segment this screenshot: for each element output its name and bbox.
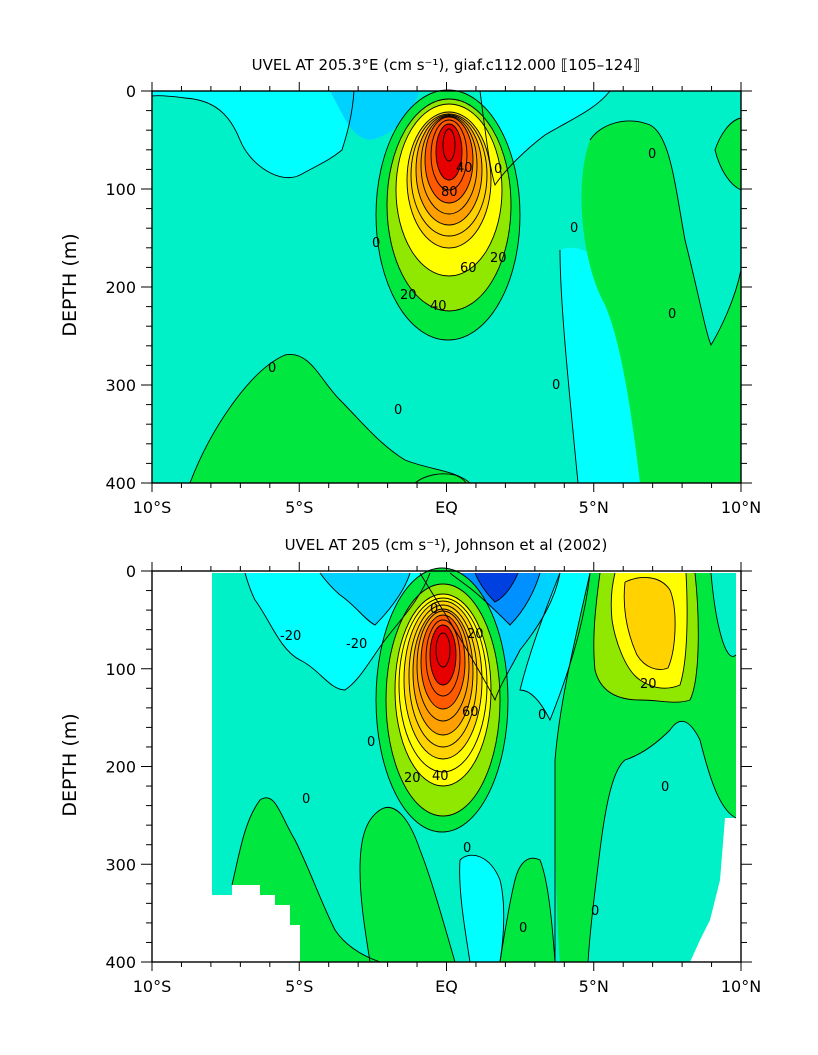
bottom-contour-label: 0 [463, 841, 471, 856]
top-panel-title: UVEL AT 205.3°E (cm s⁻¹), giaf.c112.000 … [252, 56, 641, 74]
x-tick-label: 5°S [285, 977, 313, 996]
top-contour-label: 0 [268, 361, 276, 376]
bottom-contour-label: 20 [640, 677, 657, 692]
x-tick-label: EQ [435, 977, 458, 996]
top-contour-label: 0 [552, 378, 560, 393]
bottom-panel-title: UVEL AT 205 (cm s⁻¹), Johnson et al (200… [285, 536, 608, 554]
bottom-westward-east [520, 573, 590, 720]
y-tick-label: 300 [105, 855, 136, 874]
top-plot-area: 0 0 0 0 0 0 0 0 20 20 40 40 60 80 [151, 89, 742, 484]
bottom-contour-label: 20 [404, 771, 421, 786]
top-contour-label: 0 [372, 236, 380, 251]
top-contour-label: 0 [494, 162, 502, 177]
top-contour-label: 20 [400, 288, 417, 303]
x-tick-label: 5°S [285, 498, 313, 517]
top-contour-label: 20 [490, 251, 507, 266]
top-contour-label: 0 [394, 403, 402, 418]
bottom-missing-data [212, 885, 300, 962]
bottom-contour-labels: -20 -20 0 0 0 0 0 0 0 0 20 20 20 40 60 [280, 602, 669, 936]
top-contour-label: 60 [460, 261, 477, 276]
bottom-plot-area: -20 -20 0 0 0 0 0 0 0 0 20 20 20 40 60 [212, 567, 737, 963]
y-tick-label: 200 [105, 278, 136, 297]
top-westward-region-west [152, 91, 354, 178]
top-green-southwest [190, 354, 470, 483]
bottom-contour-panel: UVEL AT 205 (cm s⁻¹), Johnson et al (200… [59, 536, 761, 996]
bottom-contour-label: 0 [302, 792, 310, 807]
x-tick-label: 5°N [579, 498, 609, 517]
top-contour-panel: UVEL AT 205.3°E (cm s⁻¹), giaf.c112.000 … [59, 56, 761, 517]
y-tick-label: 300 [105, 376, 136, 395]
top-contour-label: 0 [570, 221, 578, 236]
bottom-contour-label: 0 [519, 921, 527, 936]
y-tick-label: 400 [105, 953, 136, 972]
y-tick-label: 400 [105, 474, 136, 493]
bottom-westward-deep [459, 855, 504, 962]
x-tick-label: 10°N [721, 977, 761, 996]
bottom-contour-label: 60 [462, 705, 479, 720]
y-tick-label: 0 [126, 562, 136, 581]
bottom-contour-label: 0 [591, 904, 599, 919]
top-y-axis-label: DEPTH (m) [59, 233, 81, 336]
x-tick-label: 5°N [579, 977, 609, 996]
y-tick-label: 100 [105, 660, 136, 679]
y-tick-label: 0 [126, 82, 136, 101]
bottom-contour-label: 20 [467, 627, 484, 642]
bottom-contour-label: 40 [432, 769, 449, 784]
bottom-undercurrent-core [375, 567, 509, 833]
x-tick-label: EQ [435, 498, 458, 517]
bottom-contour-label: -20 [346, 637, 367, 652]
top-contour-label: 80 [441, 185, 458, 200]
x-tick-label: 10°S [133, 977, 172, 996]
bottom-green-west [232, 797, 380, 962]
x-tick-label: 10°S [133, 498, 172, 517]
top-contour-label: 40 [456, 161, 473, 176]
top-undercurrent-core [375, 89, 521, 341]
bottom-westward-west-core [320, 573, 410, 625]
top-contour-label: 0 [668, 307, 676, 322]
bottom-contour-label: 0 [538, 708, 546, 723]
bottom-green-deep [500, 858, 555, 962]
top-contour-lines [151, 90, 742, 484]
top-green-bottom-center [415, 473, 466, 483]
bottom-green-center [360, 807, 455, 962]
top-green-east [581, 120, 741, 483]
bottom-contour-label: 0 [661, 780, 669, 795]
bottom-contour-lines [231, 572, 737, 963]
y-tick-label: 200 [105, 758, 136, 777]
bottom-y-axis-label: DEPTH (m) [59, 713, 81, 816]
bottom-contour-label: -20 [280, 629, 301, 644]
bottom-westward-jet-core [475, 573, 518, 602]
y-tick-label: 100 [105, 180, 136, 199]
top-contour-label: 40 [430, 299, 447, 314]
x-tick-label: 10°N [721, 498, 761, 517]
bottom-countercurrent-core [624, 577, 676, 670]
top-contour-label: 0 [648, 147, 656, 162]
top-contour-labels: 0 0 0 0 0 0 0 0 20 20 40 40 60 80 [268, 147, 676, 418]
bottom-contour-label: 0 [430, 602, 438, 617]
bottom-contour-label: 0 [367, 735, 375, 750]
